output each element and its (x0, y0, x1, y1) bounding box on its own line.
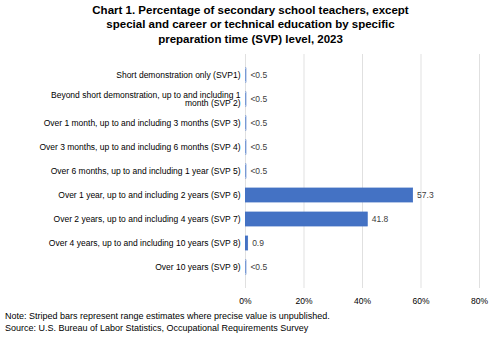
svg-text:60%: 60% (412, 296, 429, 306)
svg-text:57.3: 57.3 (417, 190, 434, 200)
html-text:Chart 1. Percentage of seconda: Chart 1. Percentage of secondary school … (92, 4, 409, 45)
svg-text:<0.5: <0.5 (250, 166, 267, 176)
svg-text:0.9: 0.9 (252, 238, 264, 248)
svg-text:Short demonstration only (SVP1: Short demonstration only (SVP1) (116, 70, 240, 80)
svg-text:80%: 80% (471, 296, 488, 306)
svg-text:<0.5: <0.5 (250, 118, 267, 128)
svg-text:Over 3 months, up to and inclu: Over 3 months, up to and including 6 mon… (39, 142, 240, 152)
svg-text:Over 10 years (SVP 9): Over 10 years (SVP 9) (155, 262, 241, 272)
svg-text:40%: 40% (354, 296, 371, 306)
svg-text:Beyond short demonstration, up: Beyond short demonstration, up to and in… (51, 90, 241, 109)
svg-text:41.8: 41.8 (372, 214, 389, 224)
svg-text:<0.5: <0.5 (250, 94, 267, 104)
html-text:Note: Striped bars represent r: Note: Striped bars represent range estim… (5, 311, 330, 333)
svg-text:Over 4 years, up to and includ: Over 4 years, up to and including 10 yea… (49, 238, 241, 248)
svg-text:20%: 20% (295, 296, 312, 306)
svg-text:0%: 0% (239, 296, 252, 306)
svg-text:Over 1 year, up to and includi: Over 1 year, up to and including 2 years… (58, 190, 240, 200)
svg-text:Over 6 months, up to and inclu: Over 6 months, up to and including 1 yea… (51, 166, 241, 176)
svg-text:Over 1 month, up to and includ: Over 1 month, up to and including 3 mont… (44, 118, 241, 128)
svg-text:<0.5: <0.5 (250, 142, 267, 152)
svg-text:Over 2 years, up to and includ: Over 2 years, up to and including 4 year… (54, 214, 241, 224)
svg-text:<0.5: <0.5 (250, 70, 267, 80)
svg-text:<0.5: <0.5 (250, 262, 267, 272)
